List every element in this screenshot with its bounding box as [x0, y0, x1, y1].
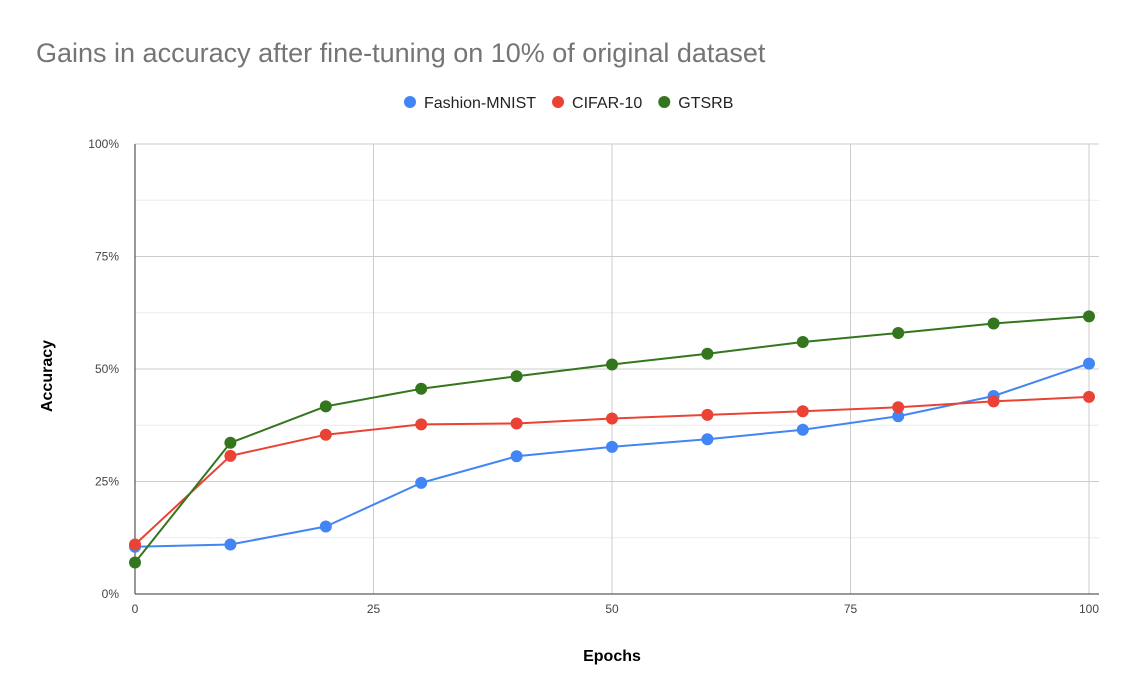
- data-point-cifar-10: [1083, 390, 1095, 403]
- data-point-gtsrb: [510, 370, 523, 383]
- data-point-cifar-10: [987, 395, 1000, 408]
- data-point-gtsrb: [701, 347, 714, 360]
- series-group: [129, 310, 1095, 569]
- data-point-cifar-10: [319, 428, 332, 441]
- data-point-fashion-mnist: [796, 423, 809, 436]
- data-point-gtsrb: [796, 336, 809, 348]
- data-point-cifar-10: [224, 449, 237, 462]
- y-tick-label: 25%: [95, 475, 119, 489]
- y-tick-label: 75%: [95, 250, 119, 264]
- x-tick-label: 50: [605, 602, 619, 616]
- data-point-cifar-10: [510, 417, 523, 430]
- y-tick-label: 100%: [88, 137, 119, 151]
- legend-label-cifar-10: CIFAR-10: [572, 95, 642, 112]
- x-tick-label: 100: [1079, 602, 1099, 616]
- x-tick-label: 25: [367, 602, 381, 616]
- y-tick-label: 0%: [102, 587, 120, 601]
- data-point-gtsrb: [224, 436, 237, 449]
- data-point-gtsrb: [129, 556, 141, 569]
- data-point-cifar-10: [701, 408, 714, 421]
- x-tick-label: 0: [132, 602, 139, 616]
- data-point-cifar-10: [796, 405, 809, 418]
- data-point-gtsrb: [606, 358, 618, 371]
- data-point-cifar-10: [892, 401, 905, 414]
- legend: Fashion-MNIST CIFAR-10 GTSRB: [404, 95, 733, 112]
- data-point-fashion-mnist: [701, 433, 714, 446]
- legend-marker-gtsrb: [658, 96, 671, 108]
- legend-marker-cifar-10: [552, 96, 565, 108]
- data-point-gtsrb: [319, 400, 332, 413]
- x-axis-ticks: 0 25 50 75 100: [132, 602, 1100, 616]
- data-point-gtsrb: [1083, 310, 1095, 323]
- data-point-fashion-mnist: [319, 520, 332, 533]
- data-point-cifar-10: [606, 412, 618, 425]
- chart-title: Gains in accuracy after fine-tuning on 1…: [36, 38, 766, 68]
- legend-marker-fashion-mnist: [404, 96, 416, 108]
- data-point-cifar-10: [415, 418, 428, 431]
- y-axis-ticks: 0% 25% 50% 75% 100%: [88, 137, 119, 601]
- data-point-fashion-mnist: [510, 450, 523, 463]
- data-point-gtsrb: [892, 327, 905, 339]
- axes: [134, 144, 1099, 595]
- data-point-gtsrb: [987, 317, 1000, 330]
- y-axis-title: Accuracy: [39, 340, 56, 412]
- data-point-fashion-mnist: [892, 410, 905, 423]
- data-point-fashion-mnist: [1083, 357, 1095, 370]
- data-point-fashion-mnist: [606, 440, 618, 453]
- x-axis-title: Epochs: [583, 648, 641, 665]
- x-tick-label: 75: [844, 602, 858, 616]
- data-point-fashion-mnist: [224, 538, 237, 551]
- gridlines: [135, 143, 1099, 595]
- legend-label-fashion-mnist: Fashion-MNIST: [424, 95, 536, 112]
- legend-label-gtsrb: GTSRB: [678, 95, 733, 112]
- data-point-fashion-mnist: [415, 476, 428, 489]
- y-tick-label: 50%: [95, 362, 119, 376]
- data-point-cifar-10: [129, 538, 141, 551]
- data-point-gtsrb: [415, 382, 428, 395]
